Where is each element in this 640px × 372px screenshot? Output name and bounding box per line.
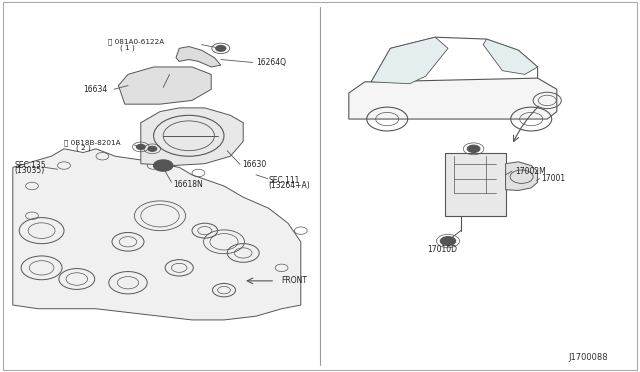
Polygon shape [13,149,301,320]
Text: SEC.135: SEC.135 [14,161,45,170]
Text: 17001: 17001 [541,174,565,183]
FancyBboxPatch shape [445,153,506,216]
Text: 16634: 16634 [83,85,108,94]
Polygon shape [141,108,243,166]
Polygon shape [349,78,557,119]
Text: (13035): (13035) [14,166,44,175]
Polygon shape [118,67,211,104]
Circle shape [216,45,226,51]
Circle shape [467,145,480,153]
Text: ( 2 ): ( 2 ) [76,145,90,151]
Text: Ⓐ 081A0-6122A: Ⓐ 081A0-6122A [108,39,164,45]
Circle shape [136,144,145,150]
Text: (13264+A): (13264+A) [269,181,310,190]
Text: ( 1 ): ( 1 ) [120,44,135,51]
Text: 17002M: 17002M [515,167,546,176]
Circle shape [440,237,456,246]
Circle shape [154,160,173,171]
Text: FRONT: FRONT [282,276,308,285]
Text: 16264Q: 16264Q [256,58,286,67]
Polygon shape [506,162,538,190]
Text: 17010D: 17010D [428,245,458,254]
Polygon shape [371,37,448,84]
Text: 16630: 16630 [242,160,266,169]
Polygon shape [176,46,221,67]
Circle shape [148,146,157,151]
Text: J1700088: J1700088 [568,353,608,362]
Text: SEC.111: SEC.111 [269,176,300,185]
Text: Ⓐ 0B18B-8201A: Ⓐ 0B18B-8201A [64,139,120,146]
Polygon shape [483,39,538,74]
Text: 16618N: 16618N [173,180,202,189]
